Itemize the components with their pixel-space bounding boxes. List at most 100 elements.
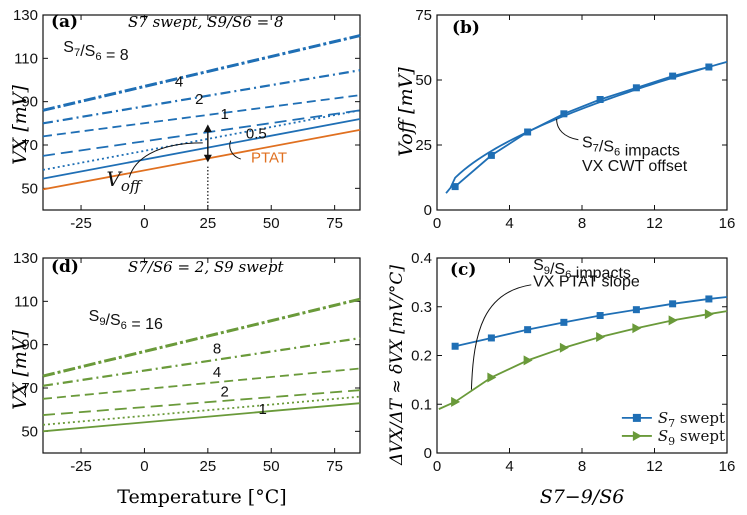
series-line-d-1 — [42, 337, 361, 387]
legend-label: S7 swept — [658, 409, 725, 430]
y-tick-label: 70 — [21, 380, 38, 397]
series-line-d-0 — [42, 297, 361, 378]
annotation-curve-label: 8 — [213, 340, 221, 357]
x-tick-label: 8 — [578, 215, 586, 232]
x-tick-label: 25 — [199, 215, 216, 232]
panel-a: -25 0 25 50 75 50 70 90 110 130 S7/S6 = 8 42 1 0.5 PTA… — [9, 7, 361, 232]
series-line-c-0 — [454, 298, 709, 348]
legend-label: S9 swept — [658, 427, 725, 448]
data-point-square — [451, 183, 459, 191]
panel-d-label: (d) — [51, 257, 79, 277]
annotation-curve-label: 4 — [213, 364, 221, 381]
annotation-curve-label: 4 — [175, 74, 183, 91]
data-point-triangle — [523, 355, 533, 366]
y-tick-label: 130 — [13, 250, 38, 267]
annotation-ptat: PTAT — [251, 149, 287, 166]
x-tick-label: 0 — [140, 215, 148, 232]
data-point-square — [560, 318, 568, 326]
x-tick-label: 75 — [326, 215, 343, 232]
y-tick-label: 0.2 — [411, 348, 432, 365]
series-line-d-5 — [42, 402, 361, 433]
series-line-d-4 — [42, 395, 361, 426]
axes-frame-a — [42, 14, 361, 211]
annotation-voff: Voff — [106, 167, 142, 195]
panel-b-ylabel: Voff [mV] — [395, 67, 417, 157]
x-tick-label: 75 — [326, 458, 343, 475]
annotation-s7-impacts: S7/S6 impacts — [582, 135, 680, 160]
panel-c-label: (c) — [450, 260, 476, 280]
panel-c-ylabel: ΔVX/ΔT ≈ δVX [mV/°C] — [387, 265, 407, 466]
panel-d-ylabel: VX [mV] — [9, 329, 31, 409]
series-line-c-1 — [454, 313, 710, 403]
data-point-square — [632, 84, 640, 92]
y-tick-label: 0 — [424, 202, 432, 219]
data-point-triangle — [668, 315, 678, 326]
y-tick-label: 90 — [21, 337, 38, 354]
annotation-curve-label: 1 — [259, 401, 267, 418]
y-tick-label: 0 — [424, 445, 432, 462]
y-tick-label: 25 — [415, 137, 432, 154]
y-tick-label: 0.3 — [411, 299, 432, 316]
x-tick-label: -25 — [70, 215, 92, 232]
x-tick-label: 0 — [433, 458, 441, 475]
data-point-triangle — [487, 372, 497, 383]
y-tick-label: 50 — [415, 72, 432, 89]
y-tick-label: 75 — [415, 7, 432, 24]
y-tick-label: 90 — [21, 94, 38, 111]
annotation-leader-b — [556, 118, 579, 141]
legend-marker-square — [632, 413, 641, 422]
data-point-triangle — [596, 331, 606, 342]
annotation-curve-label: 0.5 — [246, 126, 267, 143]
y-tick-label: 0.1 — [411, 396, 432, 413]
series-line-a-2 — [42, 94, 361, 138]
x-tick-label: 50 — [263, 215, 280, 232]
panel-d-title: S7/S6 = 2, S9 swept — [128, 258, 284, 276]
series-line-d-2 — [42, 367, 361, 400]
series-line-a-6 — [42, 128, 361, 191]
data-point-square — [451, 342, 459, 350]
ptat-leader-line — [229, 140, 241, 160]
series-line-a-0 — [42, 34, 361, 112]
annotation-s7-8: S7/S6 = 8 — [63, 39, 129, 64]
series-extension-green — [708, 310, 728, 315]
voff-arrow-head-up — [203, 124, 212, 132]
data-point-square — [596, 312, 604, 320]
plot-area-a: -25 0 25 50 75 50 70 90 110 130 S7/S6 = 8 42 1 0.5 PTA… — [13, 7, 361, 232]
data-point-triangle — [559, 342, 569, 353]
axes-frame-b — [436, 14, 728, 211]
data-point-square — [632, 306, 640, 314]
series-extension-green-left — [438, 400, 456, 410]
y-tick-label: 0.4 — [411, 250, 432, 267]
y-tick-label: 130 — [13, 7, 38, 24]
annotation-cwt-offset: VX CWT offset — [582, 158, 688, 175]
y-tick-label: 110 — [14, 293, 38, 310]
x-tick-label: 16 — [719, 215, 736, 232]
panel-c-xlabel: S7−9/S6 — [540, 486, 625, 508]
data-point-triangle — [632, 323, 642, 334]
x-tick-label: 0 — [140, 458, 148, 475]
x-tick-label: 12 — [646, 458, 663, 475]
series-fit-curve-b — [445, 60, 728, 194]
annotation-ptat-slope: VX PTAT slope — [533, 273, 640, 290]
series-extension-blue — [708, 296, 728, 300]
annotation-leader-c — [470, 284, 532, 390]
annotation-curve-label: 2 — [195, 91, 203, 108]
panel-d-xlabel: Temperature [°C] — [117, 486, 286, 508]
annotation-s9-16: S9/S6 = 16 — [89, 308, 163, 333]
series-line-a-1 — [42, 69, 361, 125]
plot-area-d: -25 0 25 50 75 50 70 90 110 130 S9/S6 = 16 8 42 1 — [13, 250, 361, 475]
series-line-a-4 — [42, 109, 361, 171]
x-tick-label: 50 — [263, 458, 280, 475]
x-tick-label: -25 — [70, 458, 92, 475]
x-tick-label: 4 — [505, 215, 513, 232]
annotation-curve-label: 2 — [221, 384, 229, 401]
panel-d: -25 0 25 50 75 50 70 90 110 130 S9/S6 = 16 8 42 1 (d)… — [9, 250, 361, 508]
y-tick-label: 50 — [21, 180, 38, 197]
x-tick-label: 0 — [433, 215, 441, 232]
series-line-a-5 — [42, 118, 361, 180]
